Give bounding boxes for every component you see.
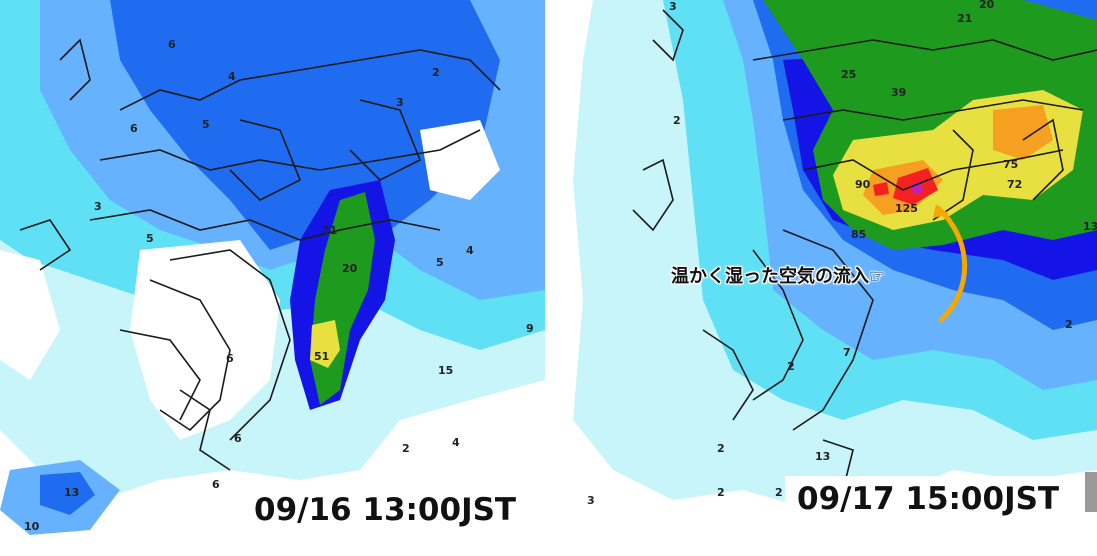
value-label: 2	[1065, 318, 1073, 331]
value-label: 15	[438, 364, 453, 377]
value-label: 21	[322, 224, 337, 237]
timestamp-label: 09/17 15:00JST	[785, 476, 1072, 522]
value-label: 85	[851, 228, 866, 241]
value-label: 13	[815, 450, 830, 463]
value-label: 3	[587, 494, 595, 507]
value-label: 39	[891, 86, 906, 99]
value-label: 2	[432, 66, 440, 79]
value-label: 125	[895, 202, 918, 215]
value-label: 25	[841, 68, 856, 81]
value-label: 21	[957, 12, 972, 25]
value-label: 13	[1083, 220, 1097, 233]
value-label: 10	[24, 520, 40, 533]
radar-map-0916: 6 4 2 3 6 5 3 5 21 20 5 4 9 51 6 15 6 4 …	[0, 0, 545, 556]
moist-air-inflow-annotation: 温かく湿った空気の流入☞	[671, 266, 886, 287]
value-label: 4	[466, 244, 474, 257]
radar-panel-0917: 3 20 21 25 39 2 75 72 90 125 85 13 2 7 2…	[553, 0, 1097, 556]
rain-values-0916: 6 4 2 3 6 5 3 5 21 20 5 4 9 51 6 15 6 4 …	[24, 38, 534, 533]
scroll-tab	[1085, 472, 1097, 512]
radar-panel-0916: 6 4 2 3 6 5 3 5 21 20 5 4 9 51 6 15 6 4 …	[0, 0, 545, 556]
value-label: 3	[669, 0, 677, 13]
value-label: 6	[130, 122, 138, 135]
value-label: 2	[717, 442, 725, 455]
value-label: 3	[94, 200, 102, 213]
value-label: 2	[775, 486, 783, 499]
value-label: 20	[342, 262, 358, 275]
value-label: 4	[452, 436, 460, 449]
value-label: 7	[843, 346, 851, 359]
value-label: 9	[526, 322, 534, 335]
value-label: 90	[855, 178, 871, 191]
value-label: 2	[673, 114, 681, 127]
value-label: 3	[396, 96, 404, 109]
value-label: 13	[64, 486, 79, 499]
value-label: 75	[1003, 158, 1018, 171]
radar-map-0917: 3 20 21 25 39 2 75 72 90 125 85 13 2 7 2…	[553, 0, 1097, 556]
value-label: 72	[1007, 178, 1022, 191]
value-label: 2	[787, 360, 795, 373]
value-label: 6	[168, 38, 176, 51]
timestamp-label: 09/16 13:00JST	[242, 487, 529, 533]
value-label: 2	[717, 486, 725, 499]
border-lines	[632, 9, 1097, 491]
inflow-arrowhead-icon	[933, 204, 949, 218]
rain-values-0917: 3 20 21 25 39 2 75 72 90 125 85 13 2 7 2…	[587, 0, 1097, 507]
value-label: 6	[212, 478, 220, 491]
value-label: 2	[402, 442, 410, 455]
value-label: 5	[146, 232, 154, 245]
border-lines	[19, 38, 501, 471]
value-label: 20	[979, 0, 995, 11]
value-label: 51	[314, 350, 329, 363]
value-label: 6	[234, 432, 242, 445]
value-label: 4	[228, 70, 236, 83]
value-label: 5	[202, 118, 210, 131]
inflow-arrow	[935, 205, 968, 323]
value-label: 6	[226, 352, 234, 365]
panel-divider	[545, 0, 553, 556]
value-label: 5	[436, 256, 444, 269]
